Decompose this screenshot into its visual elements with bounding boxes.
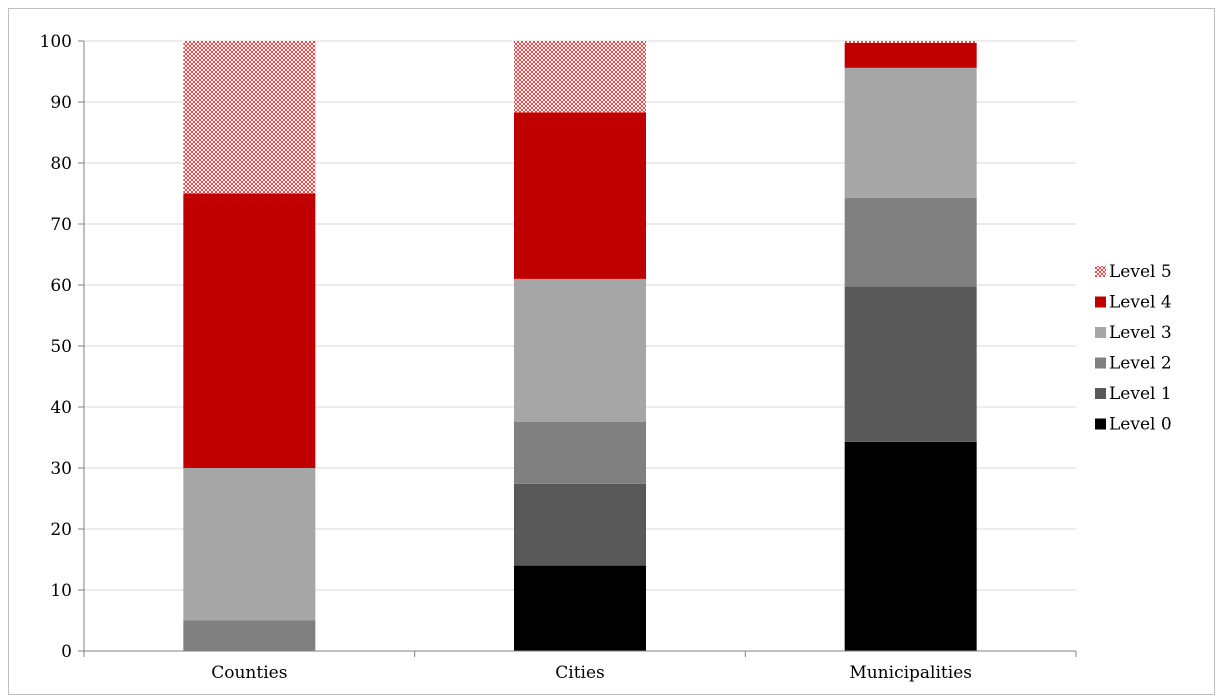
legend-item-level-5: Level 5 — [1095, 262, 1172, 282]
legend-label: Level 2 — [1109, 354, 1172, 374]
legend-item-level-2: Level 2 — [1095, 354, 1172, 374]
y-tick-label: 90 — [50, 93, 72, 113]
legend-item-level-0: Level 0 — [1095, 415, 1172, 435]
y-tick-label: 50 — [50, 337, 72, 357]
legend-swatch — [1095, 357, 1106, 369]
bar-segment-level-0-cities — [514, 565, 646, 651]
legend-swatch — [1095, 266, 1106, 277]
legend-item-level-1: Level 1 — [1095, 384, 1172, 404]
y-tick-label: 80 — [50, 154, 72, 174]
legend-swatch — [1095, 327, 1106, 338]
legend-swatch — [1095, 418, 1106, 430]
x-tick-label: Counties — [211, 663, 287, 683]
bar-segment-level-2-municipalities — [844, 197, 977, 287]
bar-segment-level-3-municipalities — [844, 67, 977, 198]
bar-segment-level-1-cities — [514, 483, 646, 566]
legend-label: Level 1 — [1109, 384, 1172, 404]
legend-item-level-3: Level 3 — [1095, 323, 1172, 343]
axes — [78, 40, 1077, 657]
bar-segment-level-3-cities — [514, 278, 646, 422]
x-tick-label: Cities — [555, 663, 605, 683]
legend-label: Level 3 — [1109, 323, 1172, 343]
cut-off-header — [0, 0, 1218, 8]
y-tick-labels: 0 10 20 30 40 50 60 70 80 90 100 — [40, 32, 72, 662]
y-tick-label: 0 — [61, 642, 72, 662]
bar-segment-level-3-counties — [183, 468, 316, 621]
legend-item-level-4: Level 4 — [1095, 293, 1172, 313]
y-tick-label: 60 — [50, 276, 72, 296]
bar-segment-level-0-municipalities — [844, 441, 977, 651]
bar-segment-level-2-cities — [514, 421, 646, 484]
x-tick-label: Municipalities — [849, 663, 972, 683]
chart-frame: 0 10 20 30 40 50 60 70 80 90 100 Counties Cities Mun… — [8, 8, 1215, 695]
y-tick-label: 70 — [50, 215, 72, 235]
legend: Level 5 Level 4 Level 3 Level 2 Level 1 Level… — [1095, 262, 1172, 435]
stacked-bar-chart: 0 10 20 30 40 50 60 70 80 90 100 Counties Cities Mun… — [40, 32, 1172, 683]
y-tick-label: 30 — [50, 459, 72, 479]
bar-segment-level-2-counties — [183, 620, 316, 651]
legend-swatch — [1095, 296, 1106, 308]
legend-label: Level 5 — [1109, 262, 1172, 282]
bar-segment-level-4-counties — [183, 193, 316, 468]
y-tick-label: 10 — [50, 581, 72, 601]
legend-label: Level 4 — [1109, 293, 1172, 313]
bar-segment-level-5-counties — [183, 41, 316, 194]
bar-segment-level-1-municipalities — [844, 286, 977, 442]
bar-segment-level-4-cities — [514, 112, 646, 279]
bar-segment-level-5-cities — [514, 41, 646, 113]
bar-segment-level-4-municipalities — [844, 42, 977, 68]
bar-segment-level-5-municipalities — [844, 41, 977, 43]
x-tick-labels: Counties Cities Municipalities — [211, 663, 972, 683]
y-tick-label: 100 — [40, 32, 72, 52]
y-tick-label: 40 — [50, 398, 72, 418]
y-tick-label: 20 — [50, 520, 72, 540]
legend-label: Level 0 — [1109, 415, 1172, 435]
legend-swatch — [1095, 388, 1106, 399]
bars — [183, 41, 977, 651]
